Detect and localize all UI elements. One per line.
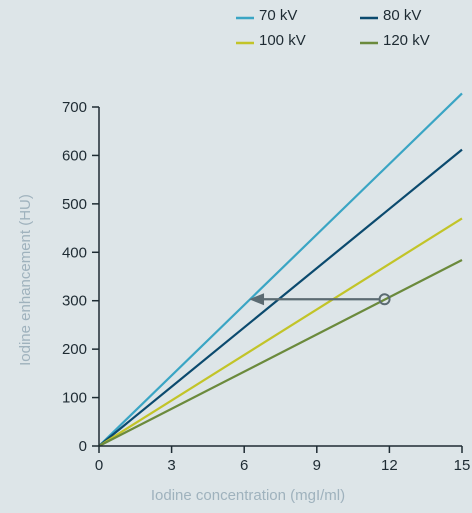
axes: 0 100 200 300 400 500 600 700 0 3 6 9 12 15 bbox=[62, 99, 470, 474]
series-layer bbox=[98, 92, 463, 447]
x-tick-label: 9 bbox=[313, 457, 321, 474]
series-line-80-kv bbox=[98, 148, 463, 447]
y-tick-label: 700 bbox=[62, 99, 87, 116]
x-tick-label: 0 bbox=[95, 457, 103, 474]
annotation-arrow-head bbox=[249, 293, 265, 306]
legend-label: 70 kV bbox=[259, 7, 297, 24]
x-tick-label: 15 bbox=[454, 457, 471, 474]
annotation-marker-circle bbox=[378, 293, 391, 306]
x-axis-title: Iodine concentration (mgI/ml) bbox=[151, 487, 345, 504]
y-tick-label: 400 bbox=[62, 244, 87, 261]
y-tick-label: 600 bbox=[62, 147, 87, 164]
legend-label: 80 kV bbox=[383, 7, 421, 24]
series-line-100-kv bbox=[98, 217, 463, 447]
y-tick-label: 500 bbox=[62, 196, 87, 213]
x-tick-label: 12 bbox=[381, 457, 398, 474]
y-tick-label: 300 bbox=[62, 293, 87, 310]
y-tick-label: 200 bbox=[62, 341, 87, 358]
legend-label: 120 kV bbox=[383, 32, 430, 49]
annotation-layer bbox=[249, 293, 391, 306]
series-line-70-kv bbox=[98, 92, 463, 447]
x-tick-label: 6 bbox=[240, 457, 248, 474]
y-tick-label: 100 bbox=[62, 390, 87, 407]
x-tick-label: 3 bbox=[167, 457, 175, 474]
series-line-120-kv bbox=[98, 259, 463, 447]
y-axis-title: Iodine enhancement (HU) bbox=[17, 194, 34, 366]
y-tick-label: 0 bbox=[79, 438, 87, 455]
legend-label: 100 kV bbox=[259, 32, 306, 49]
legend: 70 kV 80 kV 100 kV 120 kV bbox=[236, 7, 430, 49]
